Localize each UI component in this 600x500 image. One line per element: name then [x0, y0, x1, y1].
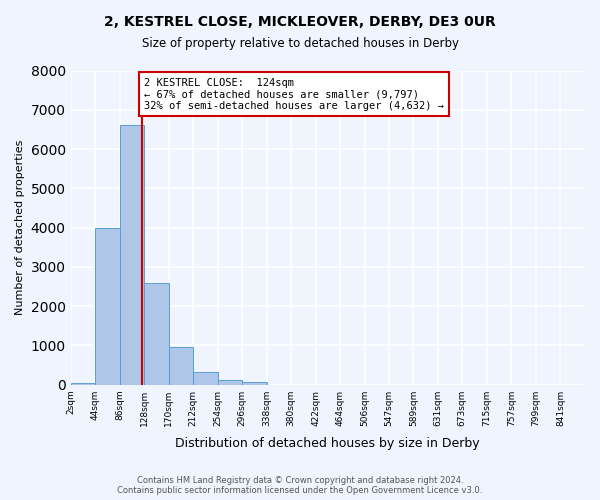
Bar — [169, 348, 193, 385]
Bar — [144, 282, 169, 384]
Text: 2, KESTREL CLOSE, MICKLEOVER, DERBY, DE3 0UR: 2, KESTREL CLOSE, MICKLEOVER, DERBY, DE3… — [104, 15, 496, 29]
Text: Size of property relative to detached houses in Derby: Size of property relative to detached ho… — [142, 38, 458, 51]
Bar — [95, 228, 119, 384]
Text: 2 KESTREL CLOSE:  124sqm
← 67% of detached houses are smaller (9,797)
32% of sem: 2 KESTREL CLOSE: 124sqm ← 67% of detache… — [144, 78, 444, 111]
Text: Contains HM Land Registry data © Crown copyright and database right 2024.
Contai: Contains HM Land Registry data © Crown c… — [118, 476, 482, 495]
Bar — [242, 382, 267, 384]
Bar — [193, 372, 218, 384]
Y-axis label: Number of detached properties: Number of detached properties — [15, 140, 25, 316]
X-axis label: Distribution of detached houses by size in Derby: Distribution of detached houses by size … — [175, 437, 480, 450]
Bar — [71, 382, 95, 384]
Bar — [119, 126, 144, 384]
Bar — [218, 380, 242, 384]
